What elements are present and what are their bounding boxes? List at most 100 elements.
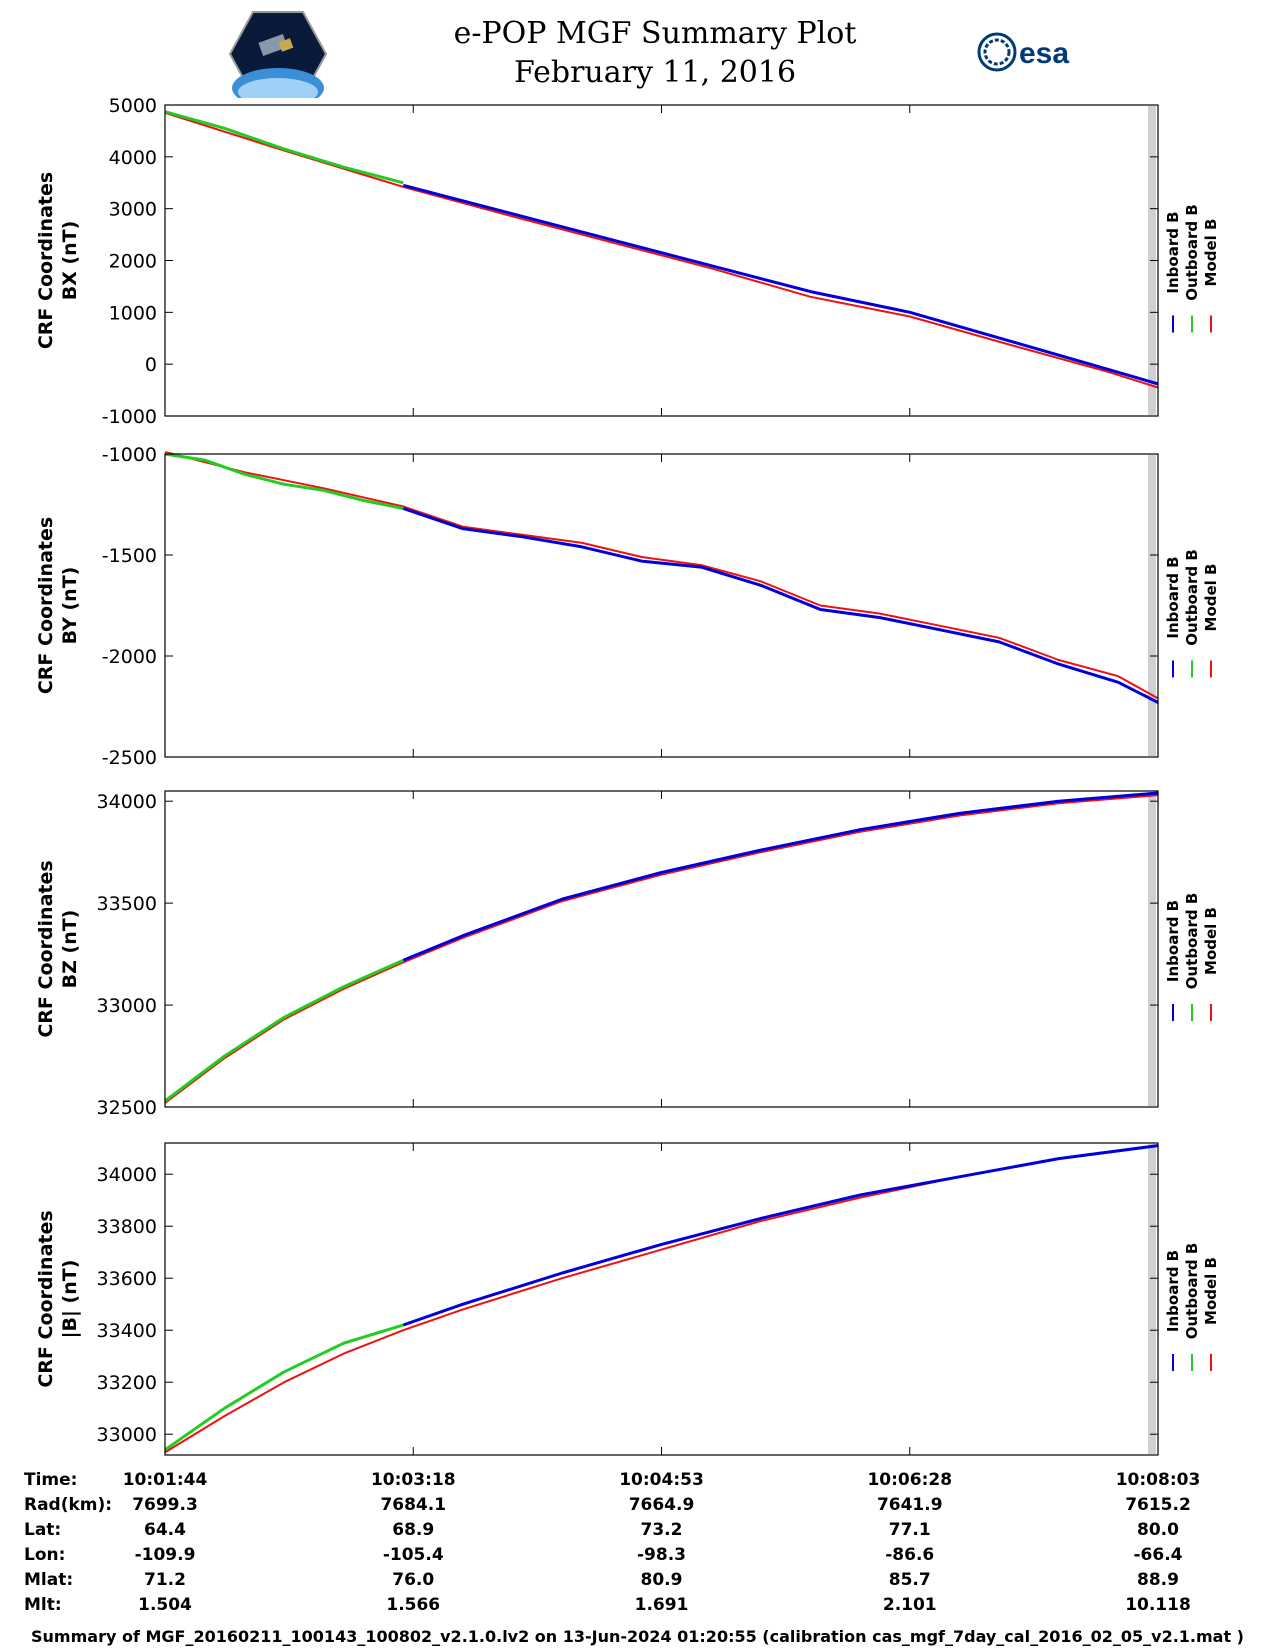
series-inboard-b: [402, 1144, 1159, 1327]
panel-2: -1000 -1500 -2000 -2500 CRF Coordinates BY (n…: [35, 444, 1220, 769]
info-row-label: Lon:: [24, 1545, 65, 1565]
axes-frame: [164, 453, 1159, 758]
plot-date: February 11, 2016: [513, 55, 797, 90]
info-cell: 80.9: [641, 1570, 683, 1590]
y-axis-label: CRF Coordinates BZ (nT): [35, 860, 81, 1037]
info-cell: 76.0: [392, 1570, 434, 1590]
legend-label: Model B: [1202, 1257, 1220, 1325]
info-cell: 7641.9: [877, 1495, 943, 1515]
series-inboard-b: [402, 791, 1159, 962]
info-cell: 10:06:28: [867, 1470, 952, 1490]
y-tick-label: 0: [145, 354, 157, 376]
y-axis-label: CRF Coordinates |B| (nT): [35, 1210, 81, 1387]
y-tick-label: 33500: [97, 893, 157, 915]
footer-summary: Summary of MGF_20160211_100143_100802_v2…: [31, 1627, 1244, 1646]
series-outboard-b: [164, 958, 404, 1103]
y-tick-label: 33000: [97, 1424, 157, 1446]
info-cell: 7699.3: [132, 1495, 198, 1515]
end-band: [1148, 792, 1156, 1106]
info-cell: 10:04:53: [619, 1470, 704, 1490]
axes-frame: [164, 104, 1159, 417]
y-axis-label-line: |B| (nT): [59, 1260, 81, 1339]
legend-label: Model B: [1202, 907, 1220, 975]
cassiope-logo: [228, 11, 328, 98]
y-tick-label: 33400: [97, 1320, 157, 1342]
end-band: [1148, 1144, 1156, 1454]
legend-label: Inboard B: [1164, 900, 1182, 982]
axes-frame: [164, 1142, 1159, 1456]
earth-glow-shape: [238, 78, 318, 98]
y-tick-label: -2500: [102, 747, 157, 769]
info-row-label: Mlat:: [24, 1570, 73, 1590]
satellite-panel-shape: [258, 33, 288, 57]
info-row-label: Time:: [24, 1470, 77, 1490]
series-outboard-b: [164, 452, 404, 510]
legend-label: Outboard B: [1183, 204, 1201, 301]
y-axis-label-line: CRF Coordinates: [35, 517, 57, 694]
series-outboard-b: [164, 1323, 404, 1452]
info-cell: 71.2: [144, 1570, 186, 1590]
legend-label: Outboard B: [1183, 549, 1201, 646]
info-cell: 64.4: [144, 1520, 186, 1540]
y-axis-label-line: CRF Coordinates: [35, 860, 57, 1037]
series-outboard-b: [164, 110, 404, 185]
y-tick-label: 34000: [97, 1164, 157, 1186]
info-cell: 1.566: [386, 1595, 440, 1615]
info-row-label: Lat:: [24, 1520, 61, 1540]
info-cell: 1.691: [635, 1595, 689, 1615]
panel-1: 5000 4000 3000 2000 1000 0 -1000 CRF Coordinate…: [35, 95, 1220, 428]
info-cell: 68.9: [392, 1520, 434, 1540]
y-tick-label: 32500: [97, 1097, 157, 1119]
series-model-b: [164, 451, 1159, 700]
y-axis-label-line: BX (nT): [59, 221, 81, 301]
y-tick-label: 33000: [97, 995, 157, 1017]
series-model-b: [164, 111, 1159, 389]
axes-frame: [164, 790, 1159, 1108]
plot-title: e-POP MGF Summary Plot: [453, 16, 857, 51]
series-model-b: [164, 794, 1159, 1104]
info-row-label: Mlt:: [24, 1595, 62, 1615]
info-cell: -86.6: [885, 1545, 934, 1565]
info-cell: 7615.2: [1125, 1495, 1191, 1515]
y-tick-label: 4000: [109, 147, 157, 169]
info-cell: -109.9: [135, 1545, 196, 1565]
info-cell: 80.0: [1137, 1520, 1179, 1540]
info-cell: 85.7: [889, 1570, 931, 1590]
panel-3: 34000 33500 33000 32500 CRF Coordinates BZ (n…: [35, 790, 1220, 1119]
y-axis-label-line: BY (nT): [59, 567, 81, 645]
legend-label: Model B: [1202, 564, 1220, 632]
y-tick-label: -1500: [102, 545, 157, 567]
y-axis-label: CRF Coordinates BX (nT): [35, 172, 81, 349]
info-cell: 1.504: [138, 1595, 192, 1615]
esa-swirl-outer: [977, 32, 1017, 72]
info-cell: 7664.9: [629, 1495, 695, 1515]
satellite-body-shape: [278, 38, 294, 52]
info-cell: -66.4: [1134, 1545, 1183, 1565]
info-cell: 7684.1: [380, 1495, 446, 1515]
info-cell: 77.1: [889, 1520, 931, 1540]
y-tick-label: 33800: [97, 1216, 157, 1238]
info-cell: 73.2: [641, 1520, 683, 1540]
info-cell: -105.4: [383, 1545, 444, 1565]
legend-label: Model B: [1202, 219, 1220, 287]
y-tick-label: 33600: [97, 1268, 157, 1290]
y-axis-label-line: CRF Coordinates: [35, 1210, 57, 1387]
info-cell: 10:08:03: [1116, 1470, 1201, 1490]
legend-label: Inboard B: [1164, 1250, 1182, 1332]
info-cell: 10:01:44: [123, 1470, 208, 1490]
y-tick-label: -2000: [102, 646, 157, 668]
y-tick-label: 34000: [97, 791, 157, 813]
legend-label: Outboard B: [1183, 1243, 1201, 1340]
y-tick-label: 3000: [109, 199, 157, 221]
esa-wordmark: esa: [1019, 37, 1069, 70]
y-tick-label: 1000: [109, 302, 157, 324]
y-tick-label: 5000: [109, 95, 157, 117]
y-tick-label: -1000: [102, 444, 157, 466]
legend-label: Inboard B: [1164, 556, 1182, 638]
info-row-label: Rad(km):: [24, 1495, 112, 1515]
y-axis-label-line: CRF Coordinates: [35, 172, 57, 349]
esa-logo: esa: [977, 32, 1069, 72]
y-tick-label: 2000: [109, 251, 157, 273]
y-axis-label-line: BZ (nT): [59, 910, 81, 989]
